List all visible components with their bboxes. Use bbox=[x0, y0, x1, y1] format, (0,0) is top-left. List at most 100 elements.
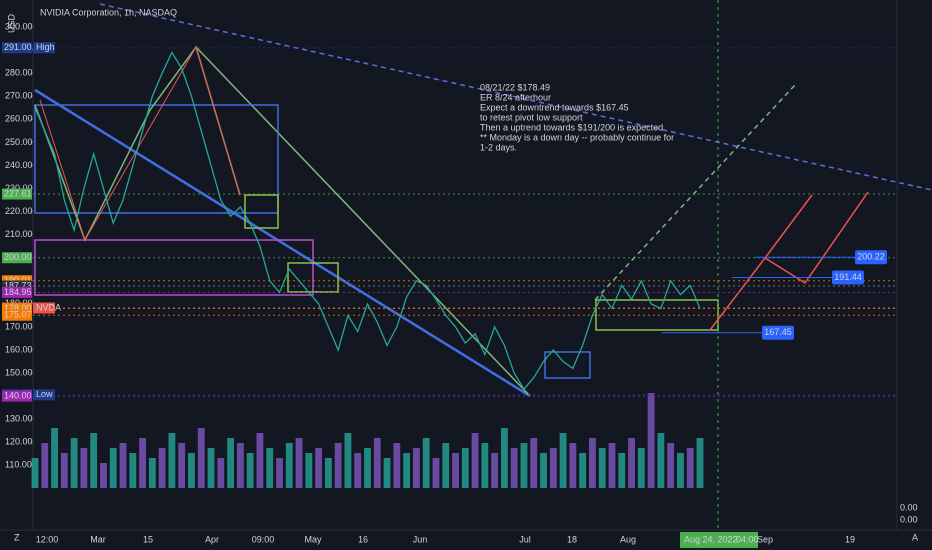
volume-bar bbox=[422, 438, 430, 488]
right-value: 0.00 bbox=[900, 514, 918, 524]
y-tick-label: 270.00 bbox=[5, 91, 33, 101]
target-box bbox=[832, 270, 864, 285]
target-box bbox=[762, 325, 794, 340]
volume-bar bbox=[305, 453, 313, 488]
volume-bar bbox=[354, 453, 362, 488]
volume-bar bbox=[540, 453, 547, 488]
price-line bbox=[34, 51, 701, 391]
x-tick-label: May bbox=[304, 534, 322, 544]
volume-bar bbox=[657, 433, 665, 488]
volume-bar bbox=[403, 453, 411, 488]
trend-line bbox=[99, 3, 932, 191]
price-tag bbox=[2, 286, 32, 298]
volume-bar bbox=[100, 463, 107, 488]
volume-bar bbox=[686, 448, 694, 488]
y-tick-label: 120.00 bbox=[5, 437, 33, 447]
volume-bar bbox=[598, 448, 606, 488]
volume-bar bbox=[569, 443, 577, 488]
range-box bbox=[244, 194, 279, 229]
corner-right: A bbox=[912, 532, 918, 542]
volume-bar bbox=[491, 453, 499, 488]
volume-bar bbox=[315, 448, 323, 488]
volume-bar bbox=[227, 438, 235, 488]
volume-bar bbox=[520, 443, 528, 488]
y-tick-label: 250.00 bbox=[5, 137, 33, 147]
projection bbox=[764, 194, 813, 259]
volume-bar bbox=[510, 448, 518, 488]
volume-bar bbox=[471, 433, 479, 488]
y-tick-label: 300.00 bbox=[5, 21, 33, 31]
volume-bar bbox=[393, 443, 401, 488]
y-tick-label: 280.00 bbox=[5, 68, 33, 78]
y-tick-label: 260.00 bbox=[5, 114, 33, 124]
volume-bar bbox=[236, 443, 244, 488]
y-tick-label: 240.00 bbox=[5, 160, 33, 170]
volume-bar bbox=[51, 428, 58, 488]
volume-bar bbox=[80, 448, 88, 488]
annotation: Expect a downtrend towards $167.45 bbox=[480, 102, 629, 112]
volume-bar bbox=[217, 458, 225, 488]
symbol: NVIDIA Corporation, 1h, NASDAQ bbox=[40, 7, 177, 17]
volume-bar bbox=[432, 458, 440, 488]
volume-bar bbox=[31, 458, 39, 488]
x-tick-label: 09:00 bbox=[252, 534, 275, 544]
corner-left: Z bbox=[14, 532, 20, 542]
volume-bar bbox=[158, 448, 166, 488]
price-tag-label: 200.00 bbox=[4, 252, 32, 262]
price-tag bbox=[2, 390, 32, 402]
x-tick-label: 19 bbox=[845, 534, 855, 544]
x-tick-label: Aug bbox=[620, 534, 636, 544]
volume-bar bbox=[589, 438, 596, 488]
volume-bar bbox=[168, 433, 176, 488]
y-tick-label: 210.00 bbox=[5, 229, 33, 239]
volume-bar bbox=[90, 433, 98, 488]
x-tick-label: 16 bbox=[358, 534, 368, 544]
volume-bar bbox=[276, 458, 283, 488]
volume-bar bbox=[647, 393, 655, 488]
volume-bar bbox=[559, 433, 567, 488]
tag-name: NVDA bbox=[36, 302, 61, 312]
volume-bar bbox=[579, 453, 587, 488]
volume-bar bbox=[442, 443, 450, 488]
annotation: ER 8/24 afterhour bbox=[480, 92, 551, 102]
y-tick-label: 150.00 bbox=[5, 367, 33, 377]
cursor-date-bg bbox=[680, 532, 758, 548]
x-tick-label: Mar bbox=[90, 534, 106, 544]
volume-bar bbox=[139, 438, 146, 488]
price-tag-label: 184.95 bbox=[4, 287, 32, 297]
price-tag bbox=[2, 188, 32, 200]
volume-bar bbox=[530, 438, 538, 488]
volume-bar bbox=[109, 448, 117, 488]
x-tick-label: 12:00 bbox=[36, 534, 59, 544]
x-tick-label: Jun bbox=[413, 534, 428, 544]
volume-bar bbox=[41, 443, 49, 488]
range-box bbox=[544, 351, 591, 379]
y-tick-label: 110.00 bbox=[5, 460, 32, 470]
projection bbox=[594, 84, 796, 301]
y-tick-label: 130.00 bbox=[5, 414, 33, 424]
volume-bar bbox=[285, 443, 293, 488]
projection bbox=[709, 191, 869, 331]
target-label: 200.22 bbox=[857, 252, 885, 262]
price-tag bbox=[2, 252, 32, 264]
volume-bar bbox=[667, 443, 675, 488]
y-tick-label: 170.00 bbox=[5, 321, 33, 331]
x-tick-label: 18 bbox=[567, 534, 577, 544]
target-label: 191.44 bbox=[834, 272, 862, 282]
volume-bar bbox=[129, 453, 137, 488]
target-label: 167.45 bbox=[764, 327, 792, 337]
annotation: 08/21/22 $178.49 bbox=[480, 82, 550, 92]
price-tag-label: 140.00 bbox=[4, 390, 32, 400]
volume-bar bbox=[608, 443, 616, 488]
volume-bar bbox=[383, 458, 391, 488]
price-tag-label: 291.00 bbox=[4, 42, 32, 52]
price-tag-label: 175.07 bbox=[4, 310, 32, 320]
annotation: 1-2 days. bbox=[480, 142, 517, 152]
zigzag bbox=[39, 45, 241, 242]
cursor-time: 04:00 bbox=[736, 534, 759, 544]
range-box bbox=[34, 239, 314, 296]
price-tag-label: 187.73 bbox=[4, 280, 32, 290]
annotation: Then a uptrend towards $191/200 is expec… bbox=[480, 122, 663, 132]
volume-bar bbox=[628, 438, 635, 488]
x-tick-label: Apr bbox=[205, 534, 219, 544]
